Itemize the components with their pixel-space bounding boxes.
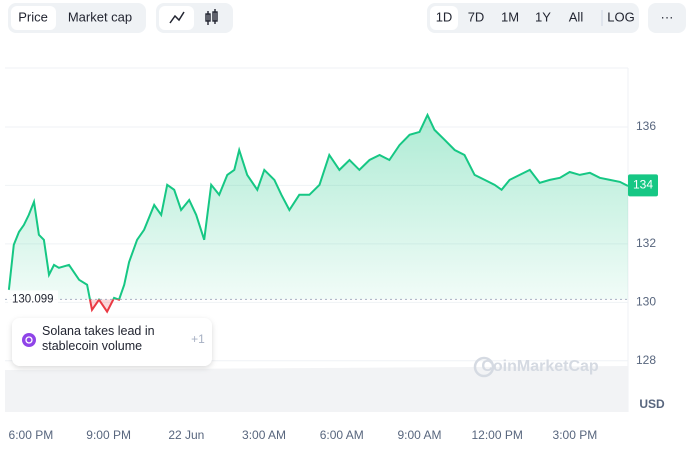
tab-market-cap[interactable]: Market cap — [68, 9, 132, 24]
baseline-label: 130.099 — [12, 293, 54, 305]
y-tick-label: 130 — [636, 294, 656, 308]
more-button[interactable] — [648, 3, 686, 33]
range-1m[interactable]: 1M — [501, 9, 519, 24]
active-tab — [11, 6, 56, 30]
watermark-logo — [473, 356, 495, 378]
range-toggle — [427, 3, 639, 33]
x-tick-label: 9:00 AM — [397, 428, 441, 442]
news-icon — [22, 333, 36, 347]
news-text-box: Solana takes lead in stablecoin volume — [42, 324, 155, 353]
news-text: Solana takes lead in stablecoin volume — [42, 324, 155, 353]
range-all[interactable]: All — [569, 9, 584, 24]
candle-icon[interactable] — [205, 9, 218, 25]
active-range — [430, 6, 458, 30]
plot-layer: 128 130 132 134 136 6:00 PM 9:00 PM 22 Jun 3:00 … — [5, 112, 658, 442]
volume-area — [5, 366, 628, 412]
baseline-label-bg — [8, 290, 58, 309]
last-price-label: 134 — [633, 178, 653, 192]
currency: USD — [639, 397, 665, 411]
more-label[interactable]: ··· — [661, 9, 674, 24]
y-tick-label: 128 — [636, 353, 656, 367]
range-1d[interactable]: 1D — [436, 9, 453, 24]
price-line — [7, 112, 628, 300]
x-tick-label: 6:00 AM — [320, 428, 364, 442]
range-7d[interactable]: 7D — [468, 9, 485, 24]
tab-price[interactable]: Price — [18, 9, 48, 24]
y-tick-label: 136 — [636, 119, 656, 133]
x-tick-label: 3:00 PM — [553, 428, 598, 442]
news-card[interactable] — [12, 318, 212, 366]
last-price-box — [628, 174, 658, 197]
log-toggle[interactable]: LOG — [607, 9, 634, 24]
y-tick-label: 132 — [636, 236, 656, 250]
watermark: CoinMarketCap — [481, 358, 599, 375]
area-above — [8, 115, 628, 300]
x-tick-label: 9:00 PM — [86, 428, 131, 442]
x-tick-label: 3:00 AM — [242, 428, 286, 442]
x-tick-label: 22 Jun — [168, 428, 204, 442]
line-icon — [169, 11, 185, 24]
news-icon-inner — [25, 336, 33, 344]
news-count: +1 — [191, 332, 205, 346]
range-1y[interactable]: 1Y — [535, 9, 551, 24]
x-tick-label: 6:00 PM — [9, 428, 54, 442]
x-tick-label: 12:00 PM — [471, 428, 522, 442]
